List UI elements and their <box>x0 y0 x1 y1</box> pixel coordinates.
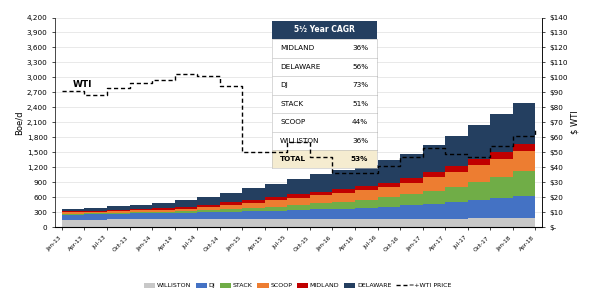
Text: WTI: WTI <box>73 81 93 89</box>
Y-axis label: $ WTI: $ WTI <box>571 111 580 134</box>
Y-axis label: Boe/d: Boe/d <box>15 110 24 135</box>
Legend: WILLISTON, DJ, STACK, SCOOP, MIDLAND, DELAWARE, =+WTI PRICE: WILLISTON, DJ, STACK, SCOOP, MIDLAND, DE… <box>142 280 454 291</box>
